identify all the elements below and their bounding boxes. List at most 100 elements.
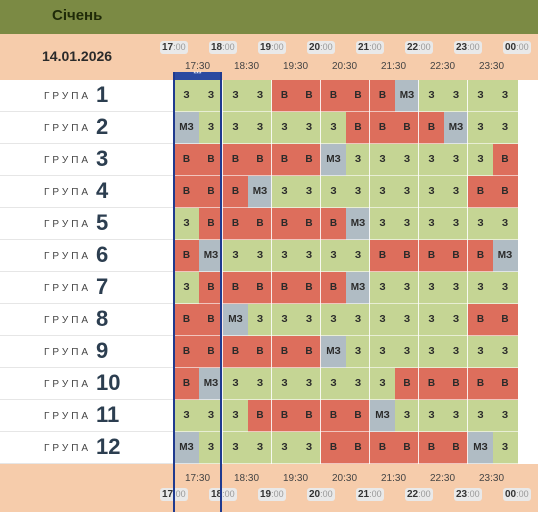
month-title: Січень: [52, 7, 103, 24]
schedule-cell: В: [198, 144, 224, 176]
hour-value: 20: [309, 489, 321, 500]
schedule-cell: В: [321, 432, 346, 464]
schedule-cell: МЗ: [468, 432, 493, 464]
schedule-cell: В: [492, 176, 518, 208]
half-hour-label: 20:30: [332, 473, 358, 484]
hour-label: 23:00: [454, 41, 482, 54]
schedule-cell: З: [492, 272, 518, 304]
schedule-cell: З: [468, 208, 493, 240]
schedule-cell: В: [394, 240, 420, 272]
hour-value: 23: [456, 489, 468, 500]
schedule-cell: З: [443, 208, 469, 240]
group-number: 2: [96, 114, 109, 139]
schedule-cell: В: [394, 368, 420, 400]
group-label: ГРУПА 10: [0, 368, 173, 400]
half-hour-label: 18:30: [234, 473, 260, 484]
group-number: 6: [96, 242, 109, 267]
schedule-cell: З: [296, 112, 322, 144]
schedule-cell: З: [394, 176, 420, 208]
schedule-cell: З: [443, 144, 469, 176]
schedule-cell: З: [223, 368, 248, 400]
schedule-cell: З: [419, 208, 444, 240]
schedule-cell: З: [272, 368, 297, 400]
hour-gridline: [222, 80, 223, 464]
schedule-cell: З: [419, 80, 444, 112]
schedule-cell: З: [223, 112, 248, 144]
schedule-cell: В: [443, 432, 469, 464]
group-label: ГРУПА 2: [0, 112, 173, 144]
minute-value: :00: [516, 42, 529, 52]
group-label: ГРУПА 9: [0, 336, 173, 368]
schedule-cell: В: [223, 208, 248, 240]
current-time-line-left: [173, 72, 175, 512]
group-word: ГРУПА: [44, 283, 92, 294]
schedule-cell: З: [321, 304, 346, 336]
schedule-cell: В: [198, 304, 224, 336]
group-number: 4: [96, 178, 109, 203]
schedule-cell: З: [492, 336, 518, 368]
group-word: ГРУПА: [44, 187, 92, 198]
schedule-cell: З: [321, 368, 346, 400]
schedule-cell: В: [419, 432, 444, 464]
schedule-cell: З: [443, 272, 469, 304]
schedule-cell: В: [468, 176, 493, 208]
schedule-cell: МЗ: [174, 112, 199, 144]
schedule-cell: З: [443, 304, 469, 336]
hour-value: 17: [162, 489, 174, 500]
schedule-cell: В: [419, 368, 444, 400]
schedule-cell: З: [492, 208, 518, 240]
schedule-cell: В: [223, 176, 248, 208]
schedule-cell: З: [247, 240, 273, 272]
schedule-cell: В: [272, 208, 297, 240]
schedule-cell: В: [345, 80, 371, 112]
schedule-cell: З: [394, 144, 420, 176]
schedule-cell: З: [468, 272, 493, 304]
group-number: 8: [96, 306, 109, 331]
schedule-cell: В: [296, 272, 322, 304]
schedule-cell: З: [296, 240, 322, 272]
schedule-cell: В: [296, 208, 322, 240]
hour-value: 23: [456, 42, 468, 53]
hour-value: 17: [162, 42, 174, 53]
minute-value: :00: [271, 489, 284, 499]
group-word: ГРУПА: [44, 411, 92, 422]
schedule-cell: В: [247, 400, 273, 432]
minute-value: :00: [467, 42, 480, 52]
hour-gridline: [467, 80, 468, 464]
schedule-cell: З: [394, 304, 420, 336]
half-hour-label: 21:30: [381, 61, 407, 72]
schedule-cell: В: [468, 368, 493, 400]
schedule-cell: З: [419, 176, 444, 208]
schedule-cell: В: [321, 272, 346, 304]
title-bar: [0, 0, 538, 34]
schedule-cell: З: [174, 208, 199, 240]
hour-pill: 00:00: [503, 488, 531, 501]
schedule-cell: З: [443, 336, 469, 368]
schedule-cell: З: [174, 80, 199, 112]
schedule-cell: В: [492, 368, 518, 400]
schedule-cell: В: [419, 112, 444, 144]
schedule-cell: В: [198, 336, 224, 368]
schedule-cell: В: [468, 304, 493, 336]
hour-value: 19: [260, 42, 272, 53]
date-label: 14.01.2026: [42, 48, 113, 64]
minute-value: :00: [369, 489, 382, 499]
schedule-cell: З: [198, 400, 224, 432]
schedule-cell: МЗ: [247, 176, 273, 208]
hour-pill: 22:00: [405, 488, 433, 501]
schedule-cell: В: [345, 400, 371, 432]
schedule-cell: В: [223, 336, 248, 368]
schedule-cell: З: [345, 336, 371, 368]
schedule-cell: З: [443, 80, 469, 112]
hour-label: 19:00: [258, 488, 286, 501]
schedule-cell: МЗ: [345, 272, 371, 304]
group-number: 9: [96, 338, 109, 363]
schedule-cell: В: [370, 240, 395, 272]
hour-label: 19:00: [258, 41, 286, 54]
half-hour-label: 23:30: [479, 61, 505, 72]
hour-pill: 18:00: [209, 41, 237, 54]
schedule-cell: З: [174, 400, 199, 432]
hour-value: 22: [407, 42, 419, 53]
group-word: ГРУПА: [44, 155, 92, 166]
schedule-cell: В: [296, 400, 322, 432]
